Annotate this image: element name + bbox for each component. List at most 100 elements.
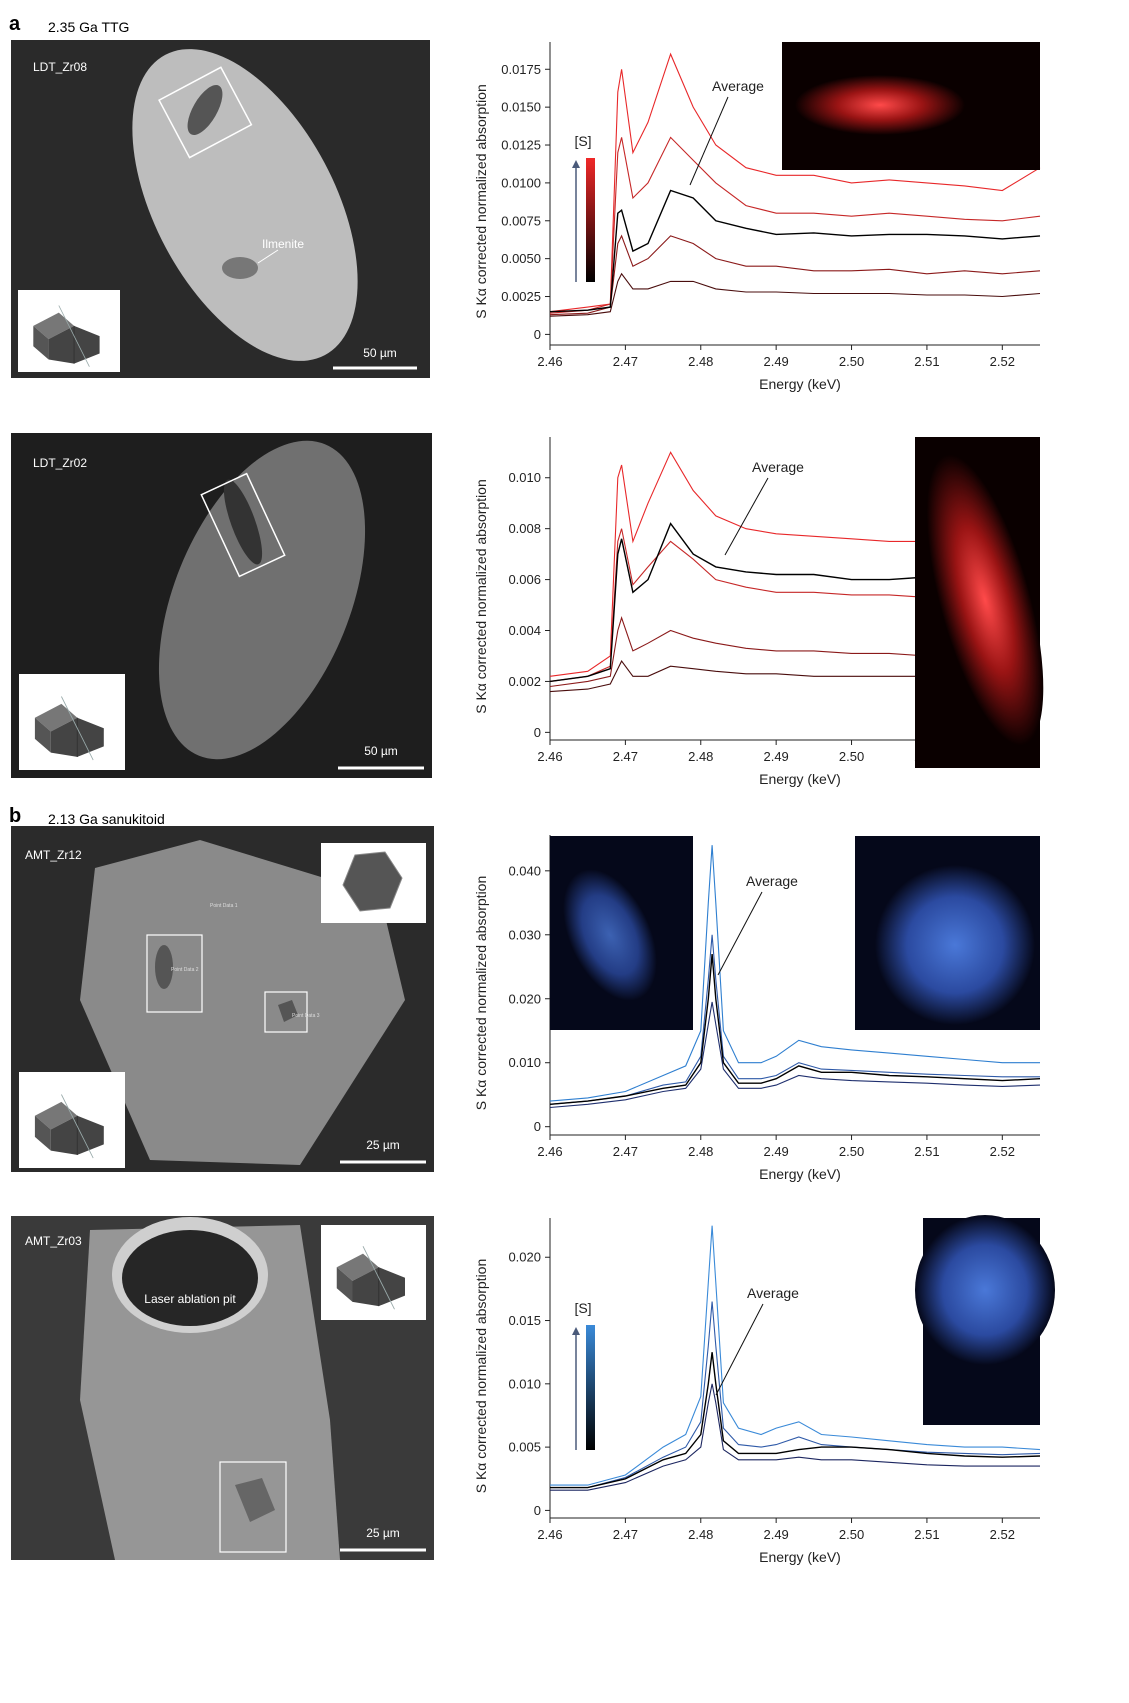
panel-title: 2.13 Ga sanukitoid [48,811,165,827]
y-tick-label: 0.005 [508,1440,541,1455]
inclusion [235,1478,275,1522]
x-tick-label: 2.52 [990,1144,1015,1159]
grain [158,440,366,760]
x-tick-label: 2.46 [537,354,562,369]
x-tick-label: 2.50 [839,1144,864,1159]
point-label: Point Data 3 [292,1013,320,1019]
x-tick-label: 2.50 [839,1527,864,1542]
sem-image: Laser ablation pit AMT_Zr03 25 µm [11,1216,434,1560]
crystal [342,851,403,912]
x-axis-label: Energy (keV) [759,1549,841,1565]
colorbar-arrowhead [572,1327,580,1335]
inclusion [187,85,223,135]
x-tick-label: 2.48 [688,354,713,369]
x-tick-label: 2.47 [613,354,638,369]
y-tick-label: 0.0150 [501,100,541,115]
charts: 00.00250.00500.00750.01000.01250.01500.0… [473,42,1041,1565]
scale-label: 25 µm [366,1526,400,1540]
y-tick-label: 0.010 [508,1376,541,1391]
x-tick-label: 2.49 [763,749,788,764]
x-tick-label: 2.51 [914,354,939,369]
roi-box [264,991,308,1033]
x-tick-label: 2.49 [763,354,788,369]
annotation: Average [752,459,804,475]
map-signal [795,75,965,135]
y-tick-label: 0 [534,1119,541,1134]
spectrum-line [549,136,1041,314]
x-tick-label: 2.47 [613,1144,638,1159]
y-tick-label: 0.0050 [501,251,541,266]
map-insets [550,42,1055,1425]
annotation-arrow [689,96,729,186]
spectrum-line [550,1352,1041,1489]
y-tick-label: 0.002 [508,674,541,689]
x-tick-label: 2.52 [990,1527,1015,1542]
roi-box [219,1461,287,1553]
map-signal [563,869,657,1001]
sample-label: LDT_Zr02 [33,456,87,470]
annotation: Average [712,78,764,94]
y-axis-label: S Kα corrected normalized absorption [473,876,489,1111]
y-tick-label: 0.0100 [501,175,541,190]
x-tick-label: 2.46 [537,1144,562,1159]
x-tick-label: 2.48 [688,1527,713,1542]
y-tick-label: 0.030 [508,927,541,942]
y-tick-label: 0.010 [508,470,541,485]
x-tick-label: 2.49 [763,1144,788,1159]
y-tick-label: 0.0075 [501,213,541,228]
spectrum-line [549,272,1041,317]
annotation: Average [746,873,798,889]
roi-box [200,472,286,578]
spectrum-line [549,1001,1041,1109]
annotation-arrow [717,891,763,976]
x-tick-label: 2.46 [537,1527,562,1542]
panel-letter: b [9,805,21,827]
sem-image: Point Data 1 Point Data 2 Point Data 3 A… [11,826,434,1172]
y-axis-label: S Kα corrected normalized absorption [473,1259,489,1494]
panel-title: 2.35 Ga TTG [48,19,129,35]
annotation: Average [747,1285,799,1301]
y-tick-label: 0 [534,327,541,342]
x-tick-label: 2.49 [763,1527,788,1542]
y-tick-label: 0.0125 [501,138,541,153]
x-tick-label: 2.48 [688,1144,713,1159]
inclusion [278,1000,298,1022]
annotation-arrow [715,1303,764,1396]
annotation-arrow [724,477,769,556]
x-tick-label: 2.51 [914,1144,939,1159]
y-tick-label: 0.015 [508,1313,541,1328]
x-tick-label: 2.50 [839,354,864,369]
spectrum-line [549,189,1041,313]
x-tick-label: 2.47 [613,749,638,764]
sample-label: AMT_Zr12 [25,848,82,862]
spectrum-line [549,934,1040,1105]
y-tick-label: 0.0025 [501,289,541,304]
y-tick-label: 0.010 [508,1055,541,1070]
y-tick-label: 0.0175 [501,62,541,77]
point-label: Point Data 2 [171,967,199,973]
map-signal [926,454,1044,746]
colorbar [586,1325,595,1450]
colorbar-label: [S] [574,1300,591,1316]
image-annotation: Laser ablation pit [144,1292,236,1306]
colorbar-label: [S] [574,133,591,149]
y-tick-label: 0.004 [508,623,541,638]
x-tick-label: 2.48 [688,749,713,764]
y-tick-label: 0.008 [508,521,541,536]
inclusion [223,479,263,565]
x-tick-label: 2.52 [990,354,1015,369]
scale-label: 25 µm [366,1138,400,1152]
y-tick-label: 0.040 [508,863,541,878]
sem-image: LDT_Zr02 50 µm [11,433,432,778]
x-axis-label: Energy (keV) [759,771,841,787]
y-axis-label: S Kα corrected normalized absorption [473,479,489,714]
y-axis-label: S Kα corrected normalized absorption [473,84,489,319]
ablation-pit [122,1230,258,1326]
spectrum-line [549,52,1041,313]
image-annotation: Ilmenite [262,237,304,251]
x-tick-label: 2.46 [537,749,562,764]
roi-box [146,934,203,1013]
inclusion [155,945,173,989]
spectrum-line [549,845,1040,1102]
